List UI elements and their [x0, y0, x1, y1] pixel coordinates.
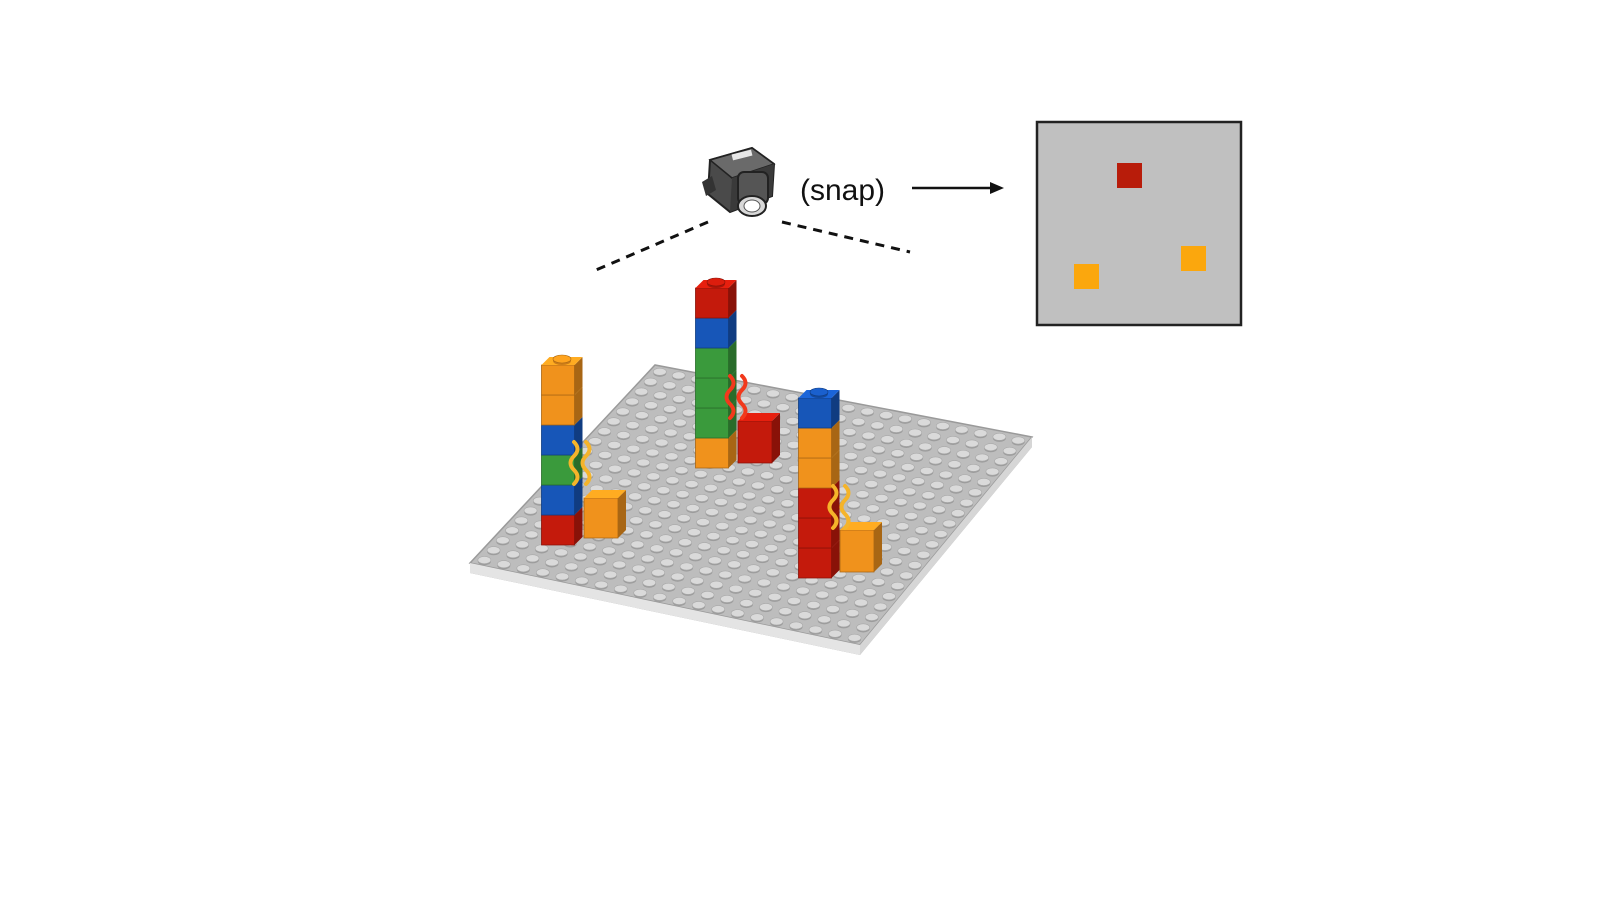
- snap-label: (snap): [800, 174, 885, 207]
- tower-middle-brick: [695, 277, 737, 319]
- snapshot-panel: [1035, 120, 1243, 327]
- arrow-right-icon: [912, 182, 1004, 194]
- camera-icon: [702, 146, 776, 217]
- tower-left-heat-icon: [568, 440, 592, 486]
- field-of-view-line-left: [595, 220, 709, 272]
- tower-middle-heat-icon: [724, 374, 748, 420]
- tower-right-heat-icon: [827, 484, 851, 530]
- tower-right-brick: [798, 387, 840, 429]
- tower-left-side-brick: [583, 490, 626, 539]
- brick-towers: [541, 277, 882, 579]
- field-of-view-line-right: [781, 220, 911, 254]
- tower-middle-side-brick: [737, 413, 780, 464]
- snapshot-marker-red: [1117, 163, 1142, 188]
- tower-right-side-brick: [839, 522, 882, 573]
- baseplate: [468, 364, 1034, 655]
- tower-middle: [695, 277, 780, 469]
- tower-left-brick: [541, 354, 583, 396]
- tower-left: [541, 354, 626, 546]
- snapshot-marker-orange-right: [1181, 246, 1206, 271]
- tower-right: [798, 387, 882, 579]
- snapshot-marker-orange-left: [1074, 264, 1099, 289]
